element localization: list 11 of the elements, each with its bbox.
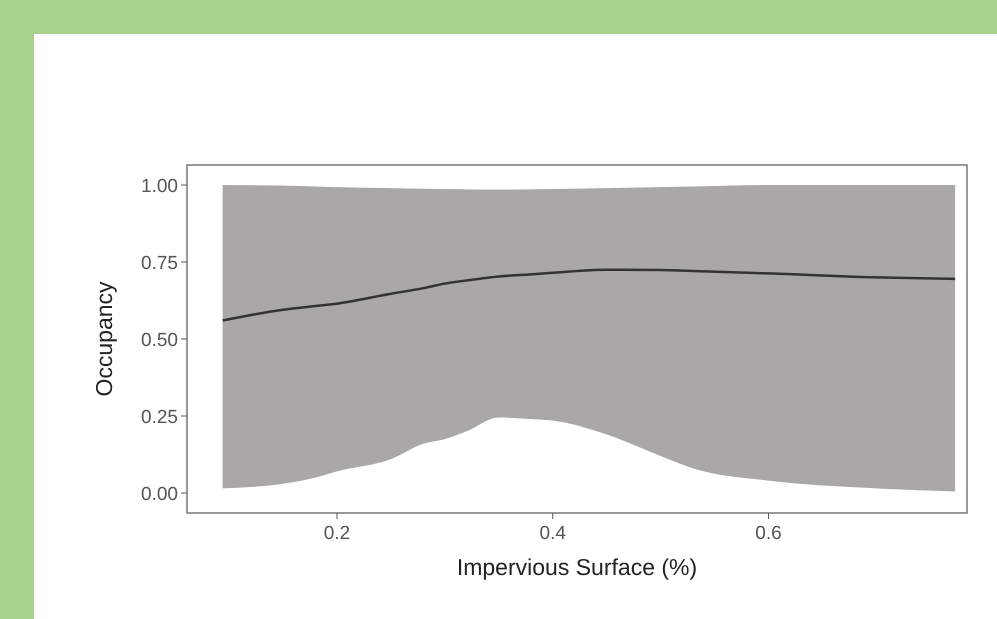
x-tick-label: 0.2 xyxy=(324,523,350,544)
x-tick-label: 0.6 xyxy=(755,523,782,544)
y-tick-label: 0.75 xyxy=(141,253,178,274)
y-tick-label: 0.25 xyxy=(141,406,178,428)
y-axis-title: Occupancy xyxy=(91,280,117,397)
line-series xyxy=(221,268,956,322)
x-axis-title: Impervious Surface (%) xyxy=(456,554,698,580)
y-tick-label: 0.50 xyxy=(141,330,178,351)
x-tick-label: 0.4 xyxy=(540,523,566,544)
y-tick-label: 1.00 xyxy=(141,176,178,198)
y-tick-label: 0.00 xyxy=(141,484,178,505)
